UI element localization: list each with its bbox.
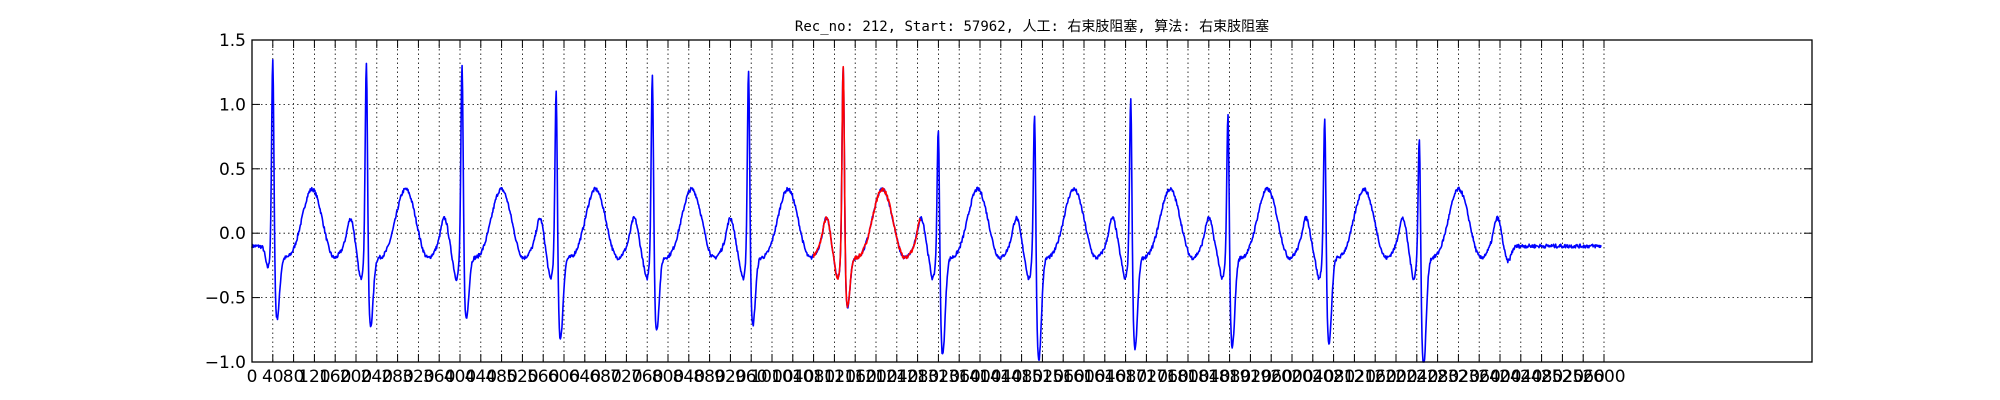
x-tick-label: 1880: [1208, 367, 1251, 387]
x-tick-label: 1800: [1166, 367, 1209, 387]
x-tick-label: 2200: [1374, 367, 1417, 387]
plot-frame: [251, 39, 1813, 363]
x-tick-label: 1200: [854, 367, 897, 387]
x-tick-label: 1160: [834, 367, 877, 387]
x-tick-label: 1520: [1021, 367, 1064, 387]
x-tick-label: 1760: [1146, 367, 1189, 387]
x-tick-label: 2520: [1541, 367, 1584, 387]
x-tick-label: 1120: [813, 367, 856, 387]
y-tick-label: −1.0: [205, 353, 246, 373]
x-tick-label: 360: [423, 367, 455, 387]
x-tick-label: 1920: [1229, 367, 1272, 387]
x-tick-label: 2280: [1416, 367, 1459, 387]
y-tick-label: −0.5: [205, 289, 246, 309]
x-tick-label: 280: [381, 367, 413, 387]
x-tick-label: 2480: [1520, 367, 1563, 387]
x-tick-label: 1240: [875, 367, 918, 387]
y-axis: −1.0 −0.5 0.0 0.5 1.0 1.5: [205, 31, 1812, 373]
x-tick-label: 1960: [1250, 367, 1293, 387]
x-tick-label: 1320: [917, 367, 960, 387]
x-tick-label: 200: [340, 367, 372, 387]
x-tick-label: 2160: [1354, 367, 1397, 387]
x-tick-label: 2560: [1562, 367, 1605, 387]
x-tick-label: 480: [485, 367, 517, 387]
x-tick-label: 1000: [750, 367, 793, 387]
y-tick-label: 1.5: [219, 31, 246, 51]
x-tick-label: 720: [610, 367, 642, 387]
x-tick-label: 1360: [938, 367, 981, 387]
x-tick-label: 1040: [771, 367, 814, 387]
plot-area: [251, 59, 1602, 363]
x-tick-label: 0: [247, 367, 258, 387]
x-tick-label: 2440: [1499, 367, 1542, 387]
x-tick-label: 440: [465, 367, 497, 387]
x-tick-label: 320: [402, 367, 434, 387]
x-tick-label: 560: [527, 367, 559, 387]
x-tick-label: 960: [735, 367, 767, 387]
y-tick-label: 0.0: [219, 224, 246, 244]
x-tick-label: 2360: [1458, 367, 1501, 387]
x-tick-label: 2400: [1478, 367, 1521, 387]
x-tick-label: 1480: [1000, 367, 1043, 387]
x-tick-label: 2000: [1270, 367, 1313, 387]
x-tick-label: 1720: [1125, 367, 1168, 387]
x-tick-label: 240: [361, 367, 393, 387]
x-tick-label: 1440: [979, 367, 1022, 387]
x-axis: 0 40 8012016020024028032036040044048052056…: [247, 40, 1626, 387]
x-tick-label: 1080: [792, 367, 835, 387]
grid: [252, 39, 1812, 363]
x-tick-label: 2040: [1291, 367, 1334, 387]
x-tick-label: 680: [589, 367, 621, 387]
x-tick-label: 1600: [1062, 367, 1105, 387]
highlighted-segment-line: [812, 65, 921, 308]
x-tick-label: 2120: [1333, 367, 1376, 387]
x-tick-label: 1640: [1083, 367, 1126, 387]
x-tick-label: 80: [283, 367, 305, 387]
x-tick-label: 2240: [1395, 367, 1438, 387]
x-tick-label: 920: [714, 367, 746, 387]
ecg-series-line: [251, 59, 1602, 363]
x-tick-label: 2600: [1582, 367, 1625, 387]
x-tick-label: 1280: [896, 367, 939, 387]
x-tick-label: 640: [569, 367, 601, 387]
chart-title: Rec_no: 212, Start: 57962, 人工: 右束肢阻塞, 算法…: [795, 18, 1269, 35]
x-tick-label: 120: [298, 367, 330, 387]
x-tick-label: 2080: [1312, 367, 1355, 387]
x-tick-label: 1680: [1104, 367, 1147, 387]
x-tick-label: 520: [506, 367, 538, 387]
y-tick-label: 1.0: [219, 95, 246, 115]
x-tick-label: 760: [631, 367, 663, 387]
x-tick-label: 800: [652, 367, 684, 387]
x-tick-label: 1560: [1042, 367, 1085, 387]
x-tick-label: 600: [548, 367, 580, 387]
x-tick-label: 840: [673, 367, 705, 387]
x-tick-label: 40: [262, 367, 284, 387]
x-tick-label: 1400: [958, 367, 1001, 387]
x-tick-label: 1840: [1187, 367, 1230, 387]
y-tick-label: 0.5: [219, 160, 246, 180]
x-tick-label: 400: [444, 367, 476, 387]
x-tick-label: 880: [693, 367, 725, 387]
x-tick-label: 2320: [1437, 367, 1480, 387]
x-tick-label: 160: [319, 367, 351, 387]
